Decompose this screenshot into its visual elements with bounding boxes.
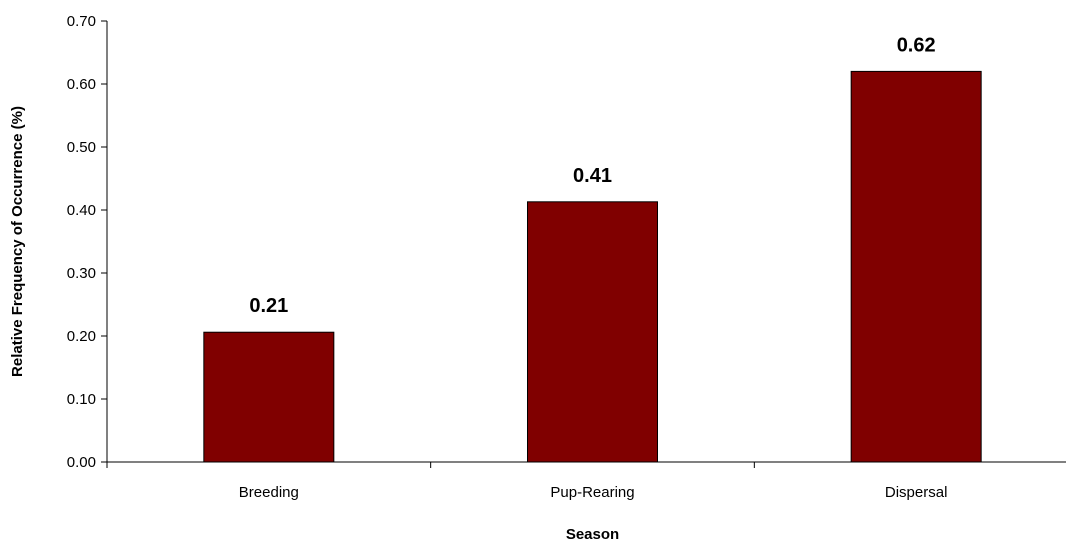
y-tick-label: 0.60 (67, 76, 96, 93)
x-axis-ticks: Breeding Pup-Rearing Dispersal (106, 462, 948, 501)
x-category-label: Dispersal (885, 484, 948, 501)
y-tick-label: 0.30 (67, 265, 96, 282)
y-axis-ticks: 0.00 0.10 0.20 0.30 0.40 0.50 0.60 0.70 (67, 13, 107, 471)
bar-pup-rearing (527, 201, 658, 463)
data-label: 0.41 (573, 165, 612, 187)
x-axis-title: Season (566, 526, 619, 543)
y-tick-label: 0.20 (67, 328, 96, 345)
y-tick-label: 0.50 (67, 139, 96, 156)
y-tick-label: 0.40 (67, 202, 96, 219)
data-label: 0.62 (897, 34, 936, 56)
bars (203, 70, 982, 463)
y-tick-label: 0.00 (67, 454, 96, 471)
x-category-label: Breeding (239, 484, 299, 501)
data-labels: 0.21 0.41 0.62 (249, 34, 935, 317)
bar-dispersal (850, 70, 982, 463)
y-tick-label: 0.70 (67, 13, 96, 30)
data-label: 0.21 (249, 295, 288, 317)
bar-breeding (203, 331, 335, 463)
y-tick-label: 0.10 (67, 391, 96, 408)
x-category-label: Pup-Rearing (550, 484, 634, 501)
y-axis-title: Relative Frequency of Occurrence (%) (9, 106, 26, 377)
